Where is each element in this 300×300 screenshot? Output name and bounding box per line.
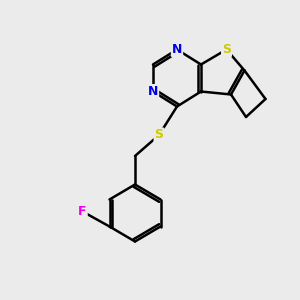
Text: N: N — [172, 43, 182, 56]
Text: S: S — [222, 43, 231, 56]
Text: N: N — [148, 85, 158, 98]
Text: F: F — [78, 205, 87, 218]
Text: S: S — [154, 128, 164, 142]
